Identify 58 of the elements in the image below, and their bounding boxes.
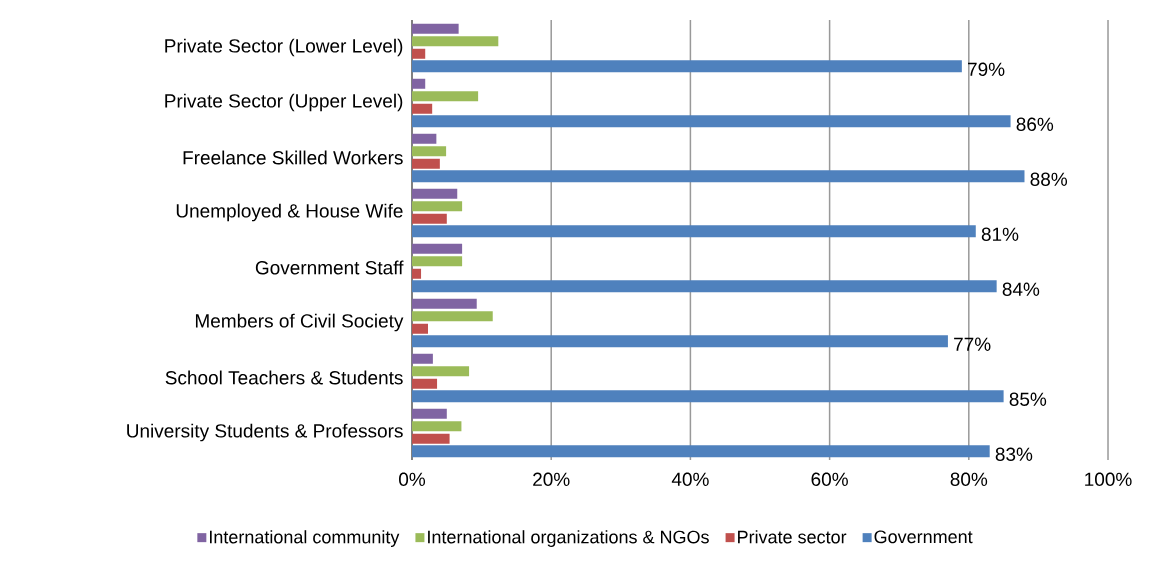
data-label: 85% (1009, 392, 1047, 406)
bar (412, 390, 1004, 403)
bar (412, 213, 447, 224)
bar (412, 36, 499, 47)
x-tick-label: 100% (1085, 472, 1132, 486)
legend-label: Private sector (738, 530, 847, 544)
bar (412, 280, 997, 293)
y-tick-label: Freelance Skilled Workers (183, 150, 403, 165)
y-tick-label: Private Sector (Upper Level) (165, 93, 403, 112)
bar (412, 335, 948, 348)
legend-label: International organizations & NGOs (428, 530, 709, 547)
data-label: 77% (954, 337, 991, 351)
bar (412, 433, 450, 444)
data-label: 88% (1030, 172, 1068, 186)
y-tick-label: Private Sector (Lower Level) (165, 38, 403, 57)
bar (412, 225, 976, 238)
data-label: 81% (981, 227, 1019, 241)
bar (412, 115, 1011, 128)
bar (412, 48, 426, 59)
bar (412, 158, 440, 169)
bar (412, 298, 477, 309)
bar (412, 170, 1025, 183)
bar (412, 445, 990, 458)
data-label: 84% (1002, 282, 1040, 296)
bar (412, 23, 459, 34)
bar (412, 256, 463, 267)
data-label: 86% (1016, 117, 1054, 131)
bar (412, 243, 463, 254)
bar (412, 188, 458, 199)
x-tick-label: 60% (811, 472, 848, 486)
bar (412, 201, 463, 212)
data-label: 83% (995, 447, 1033, 461)
bar (412, 353, 433, 364)
bar (412, 421, 462, 432)
data-label: 79% (968, 62, 1005, 76)
bar (412, 133, 437, 144)
bar (412, 146, 447, 157)
bar (412, 103, 433, 114)
bar (412, 311, 493, 322)
legend-label: International community (210, 530, 400, 547)
x-tick-label: 0% (399, 472, 426, 486)
x-tick-label: 40% (671, 472, 709, 486)
bar (412, 378, 438, 389)
bar (412, 408, 447, 419)
bar (412, 323, 429, 334)
y-tick-label: Members of Civil Society (195, 313, 404, 332)
y-tick-label: Government Staff (255, 260, 404, 275)
bar (412, 91, 479, 102)
x-tick-label: 20% (533, 472, 570, 486)
y-tick-label: Unemployed & House Wife (176, 203, 403, 222)
y-tick-label: School Teachers & Students (165, 370, 403, 385)
bar (412, 268, 422, 279)
bar (412, 60, 962, 73)
bar (412, 78, 426, 89)
bar (412, 366, 470, 377)
y-tick-label: University Students & Professors (127, 423, 403, 442)
legend-label: Government (874, 530, 973, 544)
x-tick-label: 80% (950, 472, 988, 486)
